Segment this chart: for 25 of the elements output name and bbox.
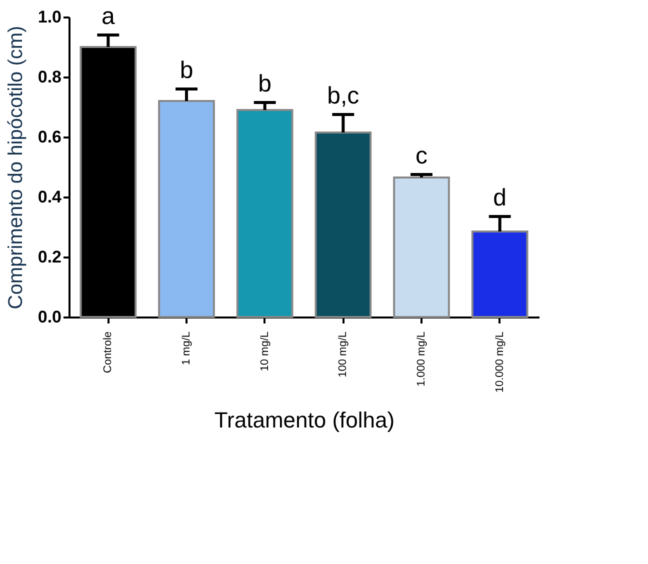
x-tick-label: 10 mg/L — [258, 332, 271, 372]
annotation: a — [101, 3, 116, 30]
x-tick-label: 100 mg/L — [337, 332, 350, 378]
bar — [158, 100, 215, 318]
y-tick-label: 0.6 — [38, 128, 62, 146]
y-tick-label: 1.0 — [38, 8, 62, 26]
x-tick-label: Controle — [102, 332, 114, 374]
x-tick-label: 1 mg/L — [180, 332, 192, 366]
annotation: c — [416, 142, 428, 170]
annotation: d — [493, 184, 507, 212]
annotation: b,c — [327, 82, 360, 110]
y-axis-title: Comprimento do hipócotilo (cm) — [4, 26, 27, 310]
x-axis-title: Tratamento (folha) — [214, 408, 395, 433]
bar — [236, 109, 294, 318]
y-tick-label: 0.0 — [38, 308, 62, 326]
annotation: b — [180, 57, 194, 84]
annotation: b — [258, 70, 272, 98]
x-tick-label: 1.000 mg/L — [416, 332, 428, 387]
x-tick-label: 10.000 mg/L — [494, 332, 506, 393]
y-tick-label: 0.8 — [38, 68, 62, 86]
y-tick-label: 0.4 — [38, 188, 62, 206]
bar — [393, 176, 450, 318]
bar — [471, 230, 528, 318]
bar — [314, 132, 372, 318]
y-tick-label: 0.2 — [38, 248, 62, 266]
